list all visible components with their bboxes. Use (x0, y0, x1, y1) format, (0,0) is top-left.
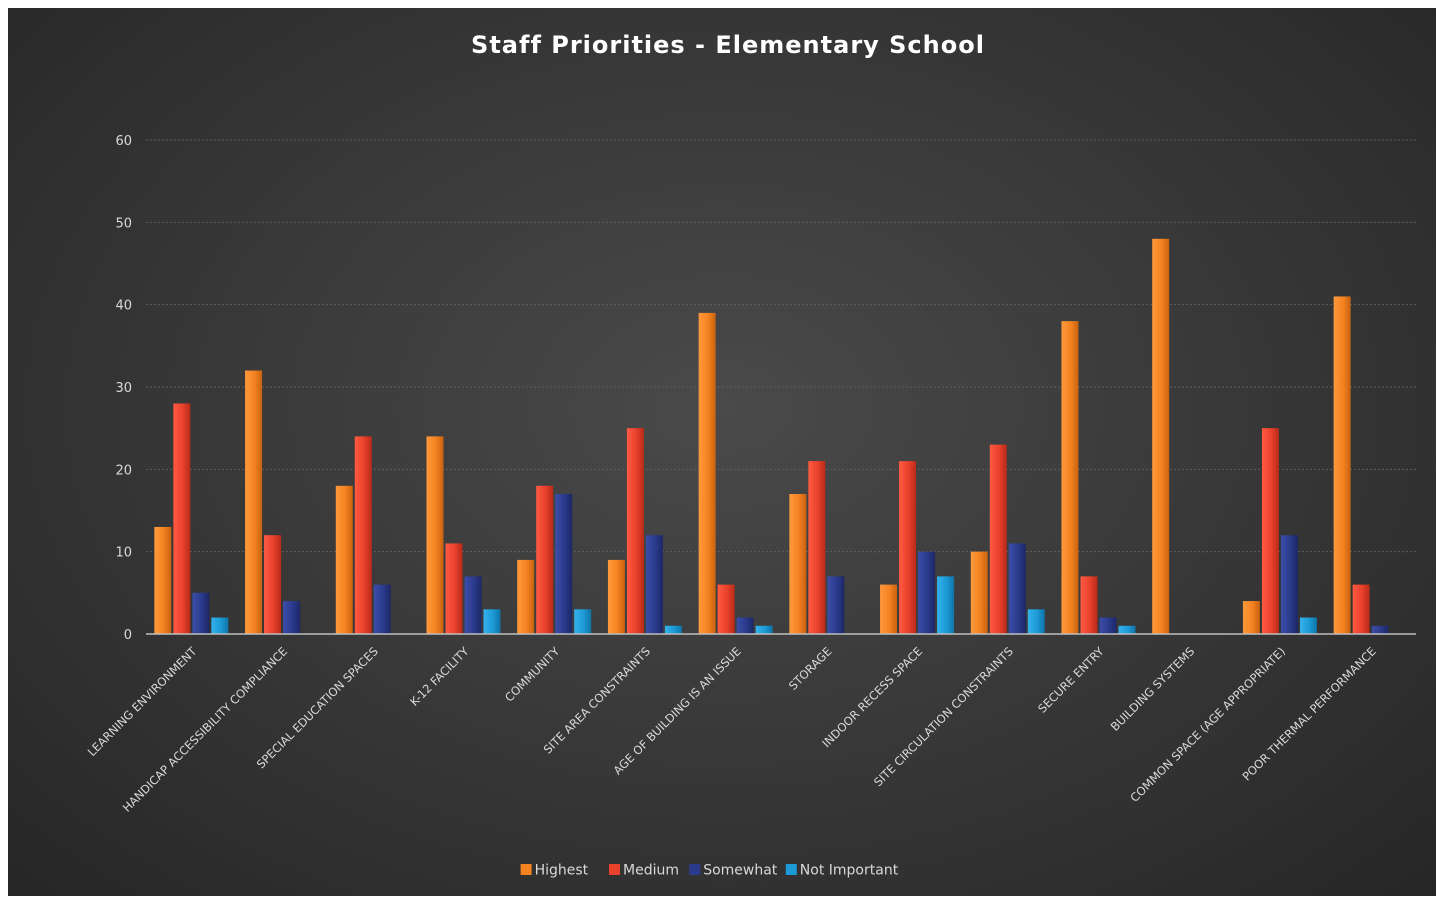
y-tick-label: 10 (115, 546, 132, 561)
bar-medium (264, 535, 282, 634)
bar-medium (989, 444, 1007, 634)
bars (154, 238, 1389, 635)
bar-medium (354, 436, 372, 634)
chart-frame: Staff Priorities - Elementary School 0 10… (8, 8, 1436, 896)
chart-title: Staff Priorities - Elementary School (471, 31, 985, 59)
bar-medium (1352, 584, 1370, 634)
bar-highest (335, 485, 353, 634)
bar-medium (626, 428, 644, 634)
bar-highest (607, 559, 625, 634)
bar-somewhat (1371, 625, 1389, 634)
legend-swatch (520, 864, 532, 875)
bar-medium (1261, 428, 1279, 634)
bar-somewhat (918, 551, 936, 634)
bar-not-important (755, 625, 773, 634)
y-tick-label: 40 (115, 299, 132, 314)
bar-chart: Staff Priorities - Elementary School 0 10… (85, 31, 1416, 879)
bar-somewhat (1008, 543, 1026, 634)
y-tick-label: 30 (115, 381, 132, 396)
bar-somewhat (736, 617, 754, 634)
bar-medium (717, 584, 735, 634)
bar-not-important (1299, 617, 1317, 634)
x-category-label: BUILDING SYSTEMS (1108, 644, 1198, 734)
bar-highest (1242, 601, 1260, 634)
bar-somewhat (1280, 535, 1298, 634)
bar-highest (154, 526, 172, 634)
bar-highest (1333, 296, 1351, 634)
x-category-label: COMMUNITY (502, 644, 563, 705)
bar-not-important (211, 617, 229, 634)
bar-highest (1061, 321, 1079, 634)
bar-not-important (937, 576, 955, 634)
y-tick-label: 60 (115, 134, 132, 149)
bar-somewhat (645, 535, 663, 634)
legend-label: Medium (623, 863, 679, 879)
bar-medium (445, 543, 463, 634)
y-axis-ticks: 0 10 20 30 40 50 60 (115, 134, 132, 643)
bar-highest (789, 494, 807, 634)
bar-not-important (574, 609, 592, 634)
x-category-label: SITE AREA CONSTRAINTS (541, 644, 653, 756)
bar-medium (899, 461, 917, 634)
x-category-label: SECURE ENTRY (1035, 644, 1107, 716)
legend-swatch (609, 864, 620, 875)
bar-somewhat (192, 592, 210, 634)
bar-highest (517, 559, 535, 634)
bar-somewhat (373, 584, 391, 634)
x-category-label: HANDICAP ACCESSIBILITY COMPLIANCE (120, 644, 291, 815)
bar-somewhat (464, 576, 482, 634)
legend-label: Somewhat (703, 863, 778, 879)
legend-label: Not Important (800, 863, 899, 879)
bar-somewhat (827, 576, 845, 634)
legend: Highest Medium Somewhat Not Important (520, 863, 899, 879)
legend-label: Highest (535, 863, 589, 879)
y-tick-label: 0 (124, 628, 132, 643)
bar-highest (970, 551, 988, 634)
bar-not-important (664, 625, 682, 634)
bar-highest (698, 312, 716, 634)
bar-not-important (1118, 625, 1136, 634)
x-category-label: STORAGE (786, 644, 835, 693)
bar-highest (1152, 238, 1170, 635)
bar-medium (173, 403, 191, 634)
legend-swatch (689, 864, 701, 875)
x-category-label: INDOOR RECESS SPACE (819, 644, 925, 750)
bar-not-important (1027, 609, 1045, 634)
y-tick-label: 20 (115, 463, 132, 478)
bar-highest (245, 370, 263, 634)
bar-medium (808, 461, 826, 634)
bar-medium (536, 485, 554, 634)
bar-highest (880, 584, 898, 634)
x-category-label: COMMON SPACE (AGE APPROPRIATE) (1127, 644, 1288, 805)
bar-not-important (483, 609, 501, 634)
legend-swatch (785, 864, 797, 875)
y-tick-label: 50 (115, 216, 132, 231)
x-category-label: K-12 FACILITY (407, 644, 472, 709)
bar-highest (426, 436, 444, 634)
bar-medium (1080, 576, 1098, 634)
bar-somewhat (283, 601, 301, 634)
bar-somewhat (555, 494, 573, 634)
bar-somewhat (1099, 617, 1117, 634)
